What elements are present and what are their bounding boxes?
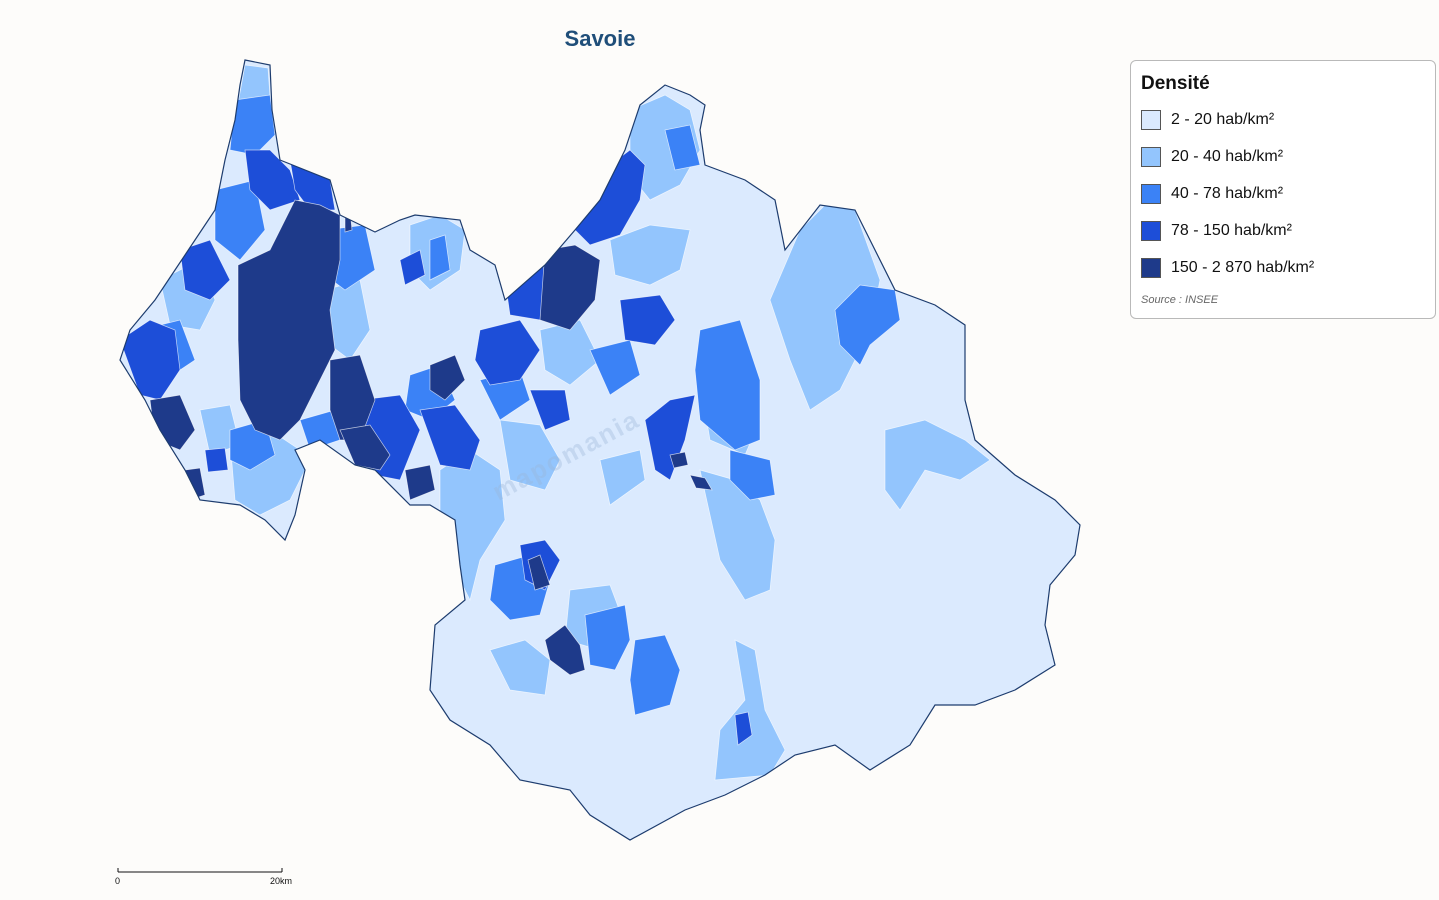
legend-item: 78 - 150 hab/km²: [1141, 212, 1425, 249]
commune-polygon[interactable]: [544, 624, 586, 676]
legend-label: 20 - 40 hab/km²: [1171, 147, 1284, 165]
commune-polygon[interactable]: [339, 424, 391, 471]
scale-bar: [117, 868, 283, 873]
commune-polygon[interactable]: [599, 449, 646, 506]
commune-polygon[interactable]: [429, 234, 451, 281]
commune-polygon[interactable]: [419, 404, 481, 471]
commune-polygon[interactable]: [644, 394, 696, 481]
commune-polygon[interactable]: [629, 634, 681, 716]
commune-polygon[interactable]: [244, 149, 301, 211]
commune-polygon[interactable]: [669, 451, 689, 469]
commune-polygon[interactable]: [589, 339, 641, 396]
commune-polygon[interactable]: [489, 639, 551, 696]
legend-item: 2 - 20 hab/km²: [1141, 101, 1425, 138]
commune-polygon[interactable]: [694, 319, 761, 451]
commune-polygon[interactable]: [404, 464, 436, 501]
legend-item: 40 - 78 hab/km²: [1141, 175, 1425, 212]
commune-polygon[interactable]: [499, 419, 561, 491]
commune-polygon[interactable]: [527, 554, 551, 591]
legend-swatch: [1141, 220, 1161, 241]
legend-label: 150 - 2 870 hab/km²: [1171, 258, 1315, 276]
commune-polygon[interactable]: [429, 354, 466, 401]
commune-polygon[interactable]: [689, 474, 713, 491]
map-title: Savoie: [564, 26, 636, 51]
legend-item: 20 - 40 hab/km²: [1141, 138, 1425, 175]
commune-polygon[interactable]: [539, 244, 601, 331]
scale-label-end: 20km: [270, 876, 293, 886]
commune-polygon[interactable]: [474, 319, 541, 386]
commune-polygon[interactable]: [529, 389, 571, 431]
commune-polygon[interactable]: [584, 604, 631, 671]
commune-polygons: [120, 64, 991, 781]
commune-polygon[interactable]: [609, 224, 691, 286]
commune-polygon[interactable]: [204, 447, 229, 473]
legend-swatch: [1141, 183, 1161, 204]
legend-box: Densité 2 - 20 hab/km² 20 - 40 hab/km² 4…: [1130, 60, 1436, 319]
commune-polygon[interactable]: [664, 124, 701, 171]
legend-swatch: [1141, 257, 1161, 278]
scale-label-start: 0: [115, 876, 121, 886]
legend-swatch: [1141, 109, 1161, 130]
commune-polygon[interactable]: [229, 94, 276, 156]
legend-label: 2 - 20 hab/km²: [1171, 110, 1275, 128]
legend-title: Densité: [1141, 73, 1210, 94]
commune-polygon[interactable]: [179, 239, 231, 301]
commune-polygon[interactable]: [734, 711, 753, 746]
legend-source: Source : INSEE: [1141, 294, 1219, 306]
commune-polygon[interactable]: [884, 419, 991, 511]
legend-label: 40 - 78 hab/km²: [1171, 184, 1284, 202]
legend-label: 78 - 150 hab/km²: [1171, 221, 1292, 239]
legend-item: 150 - 2 870 hab/km²: [1141, 249, 1425, 286]
commune-polygon[interactable]: [399, 249, 426, 286]
legend-swatch: [1141, 146, 1161, 167]
commune-polygon[interactable]: [834, 284, 901, 366]
commune-polygon[interactable]: [619, 294, 676, 346]
commune-polygon[interactable]: [237, 199, 341, 441]
commune-polygon[interactable]: [729, 449, 776, 501]
commune-polygon[interactable]: [344, 209, 353, 233]
commune-polygon[interactable]: [214, 179, 266, 261]
